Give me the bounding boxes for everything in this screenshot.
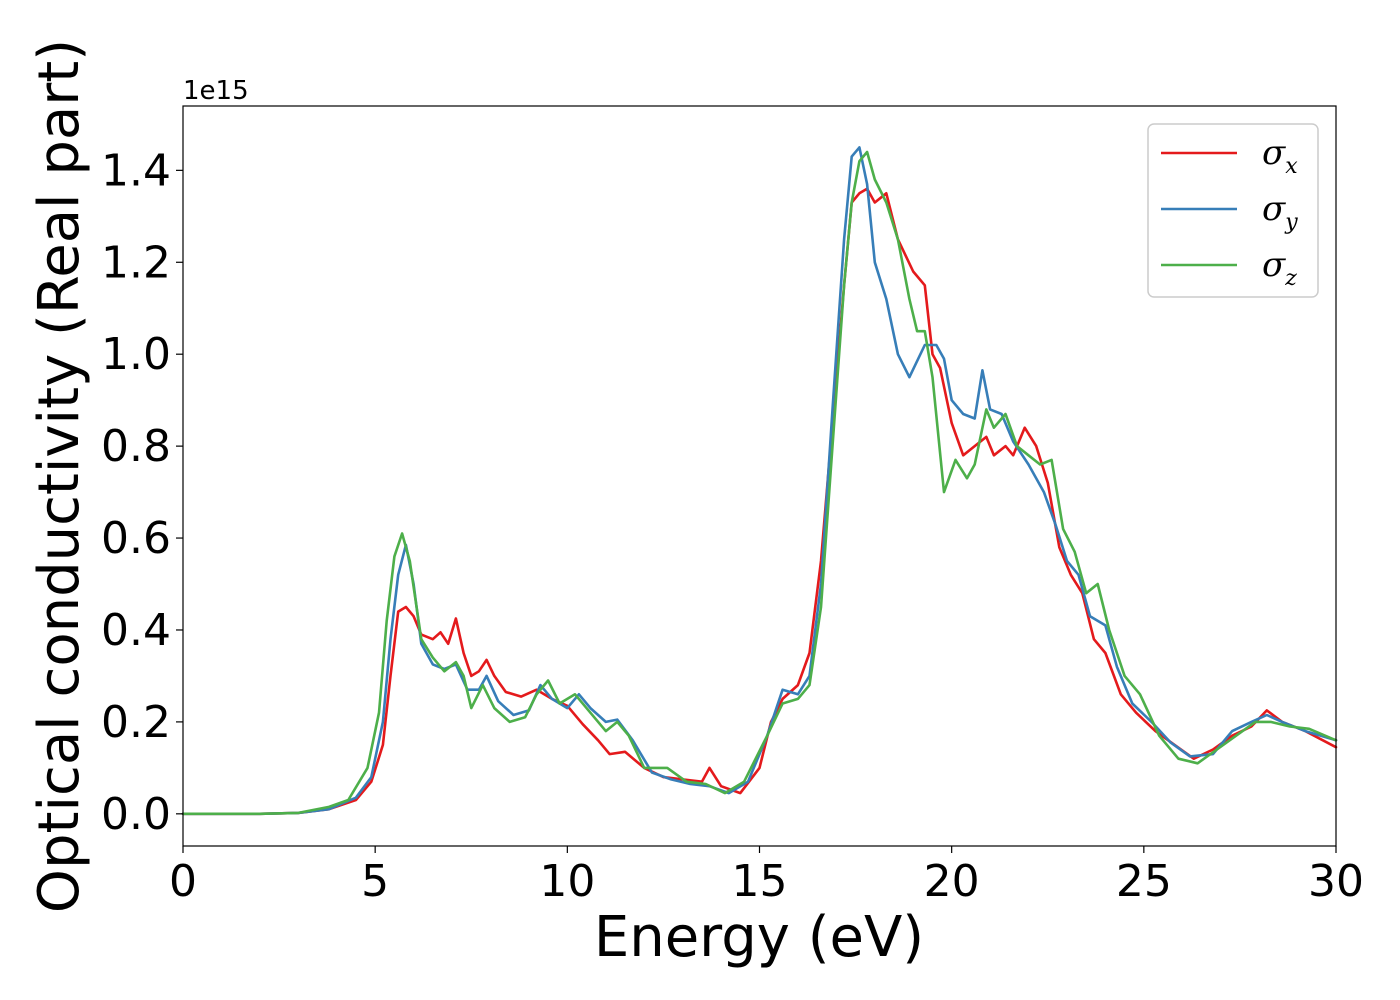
y-tick-label: 0.0 [101, 789, 171, 840]
y-tick-label: 1.0 [101, 329, 171, 380]
legend-label-x: σx [1262, 133, 1298, 179]
y-tick-label: 0.8 [101, 421, 171, 472]
x-tick-label: 0 [169, 856, 197, 907]
series-layer [181, 146, 1338, 816]
x-tick-label: 20 [924, 856, 980, 907]
x-axis-ticks: 0 5 10 15 20 25 30 [169, 846, 1364, 907]
x-tick-label: 25 [1116, 856, 1172, 907]
legend-label-z: σz [1262, 245, 1297, 291]
x-axis-title: Energy (eV) [594, 905, 924, 970]
y-tick-label: 1.4 [101, 145, 171, 196]
legend-label-y: σy [1262, 189, 1298, 235]
y-tick-label: 1.2 [101, 237, 171, 288]
y-tick-label: 0.4 [101, 605, 171, 656]
y-axis-title: Optical conductivity (Real part) [27, 39, 92, 913]
y-offset-text: 1e15 [183, 76, 249, 106]
x-tick-label: 5 [361, 856, 389, 907]
x-tick-label: 15 [732, 856, 788, 907]
series-line-z [181, 150, 1338, 816]
series-line-x [181, 187, 1338, 816]
legend-frame [1147, 123, 1319, 298]
y-axis-ticks: 0.0 0.2 0.4 0.6 0.8 1.0 1.2 1.4 [101, 145, 183, 840]
y-tick-label: 0.6 [101, 513, 171, 564]
x-tick-label: 30 [1308, 856, 1364, 907]
y-tick-label: 0.2 [101, 697, 171, 748]
legend: σx σy σz [1147, 123, 1319, 298]
x-tick-label: 10 [539, 856, 595, 907]
